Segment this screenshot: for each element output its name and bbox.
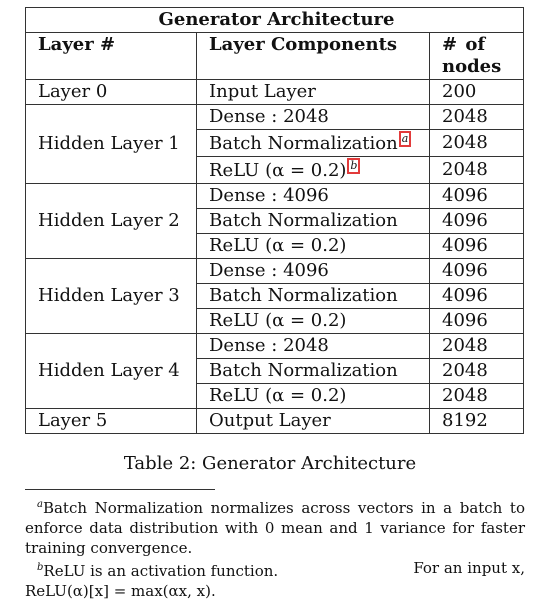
nodes-cell: 4096	[428, 308, 525, 334]
layer-cell: Hidden Layer 1	[25, 104, 197, 184]
footnote-a: aBatch Normalization normalizes across v…	[25, 495, 525, 558]
component-cell: Dense : 2048	[196, 333, 430, 359]
footnote-marker[interactable]: b	[347, 158, 361, 174]
footnote-a-text: Batch Normalization normalizes across ve…	[25, 499, 525, 557]
component-name: Input Layer	[209, 81, 316, 102]
footnote-rule	[25, 489, 215, 490]
component-cell: Batch Normalization	[196, 208, 430, 234]
component-cell: Batch Normalization a	[196, 129, 430, 157]
component-cell: Batch Normalization	[196, 358, 430, 384]
nodes-cell: 4096	[428, 183, 525, 209]
footnote-b-line2: ReLU(α)[x] = max(αx, x).	[25, 582, 216, 600]
component-name: ReLU (α = 0.2)	[209, 385, 347, 406]
component-name: Batch Normalization	[209, 285, 398, 306]
nodes-cell: 2048	[428, 156, 525, 184]
layer-cell: Hidden Layer 3	[25, 258, 197, 334]
table-row: ReLU (α = 0.2) b 2048	[26, 156, 525, 184]
component-cell: Dense : 2048	[196, 104, 430, 130]
footnote-b-line1: bReLU is an activation function. For an …	[25, 558, 525, 581]
table-row: Hidden Layer 1 Dense : 2048 2048	[25, 104, 525, 184]
component-name: Output Layer	[209, 410, 331, 431]
component-cell: ReLU (α = 0.2) b	[196, 156, 430, 184]
nodes-cell: 4096	[428, 233, 525, 259]
nodes-cell: 2048	[428, 333, 525, 359]
table-row: Batch Normalization 4096	[26, 208, 525, 234]
component-name: Batch Normalization	[209, 360, 398, 381]
header-components: Layer Components	[196, 32, 430, 80]
component-cell: Input Layer	[196, 79, 430, 105]
header-nodes: # of nodes	[428, 32, 525, 80]
layer-cell: Layer 5	[25, 408, 197, 434]
table-row: Layer 5 Output Layer 8192	[25, 408, 525, 434]
footnote-b-right: For an input x,	[413, 559, 525, 577]
table-row: Batch Normalization 2048	[26, 358, 525, 384]
component-name: Dense : 2048	[209, 335, 329, 356]
component-name: Batch Normalization	[209, 133, 398, 154]
table-row: ReLU (α = 0.2) 2048	[26, 383, 525, 409]
component-name: Dense : 2048	[209, 106, 329, 127]
component-cell: ReLU (α = 0.2)	[196, 233, 430, 259]
footnote-b-left: ReLU is an activation function.	[43, 562, 279, 580]
layer-cell: Hidden Layer 4	[25, 333, 197, 409]
component-name: ReLU (α = 0.2)	[209, 160, 347, 181]
layer-cell: Layer 0	[25, 79, 197, 105]
nodes-cell: 2048	[428, 104, 525, 130]
table-row: Hidden Layer 3 Dense : 4096 4096	[25, 258, 525, 334]
table-caption: Table 2: Generator Architecture	[123, 453, 417, 474]
component-name: Dense : 4096	[209, 260, 329, 281]
generator-architecture-table: Generator Architecture Layer # Layer Com…	[24, 7, 525, 434]
layer-cell: Hidden Layer 2	[25, 183, 197, 259]
footnotes: aBatch Normalization normalizes across v…	[25, 495, 525, 601]
footnote-marker[interactable]: a	[398, 131, 412, 147]
footnote-a-marker: a	[37, 499, 43, 510]
table-title: Generator Architecture	[24, 7, 525, 33]
nodes-cell: 2048	[428, 358, 525, 384]
table-row: ReLU (α = 0.2) 4096	[26, 233, 525, 259]
nodes-cell: 8192	[428, 408, 525, 434]
table-row: Batch Normalization 4096	[26, 283, 525, 309]
component-cell: Dense : 4096	[196, 183, 430, 209]
table-row: Batch Normalization a 2048	[26, 129, 525, 157]
footnote-b-marker: b	[37, 562, 44, 573]
component-cell: ReLU (α = 0.2)	[196, 308, 430, 334]
component-name: ReLU (α = 0.2)	[209, 235, 347, 256]
component-name: Batch Normalization	[209, 210, 398, 231]
nodes-cell: 2048	[428, 383, 525, 409]
header-layer: Layer #	[25, 32, 197, 80]
nodes-cell: 4096	[428, 208, 525, 234]
table-body: Layer 0 Input Layer 200 Hidden Layer 1 Dense…	[25, 79, 525, 434]
component-cell: ReLU (α = 0.2)	[196, 383, 430, 409]
nodes-cell: 4096	[428, 258, 525, 284]
component-cell: Output Layer	[196, 408, 430, 434]
table-row: Layer 0 Input Layer 200	[25, 79, 525, 105]
nodes-cell: 4096	[428, 283, 525, 309]
nodes-cell: 2048	[428, 129, 525, 157]
component-name: Dense : 4096	[209, 185, 329, 206]
table-row: Hidden Layer 4 Dense : 2048 2048	[25, 333, 525, 409]
component-cell: Batch Normalization	[196, 283, 430, 309]
component-cell: Dense : 4096	[196, 258, 430, 284]
nodes-cell: 200	[428, 79, 525, 105]
table-row: Hidden Layer 2 Dense : 4096 4096	[25, 183, 525, 259]
component-name: ReLU (α = 0.2)	[209, 310, 347, 331]
